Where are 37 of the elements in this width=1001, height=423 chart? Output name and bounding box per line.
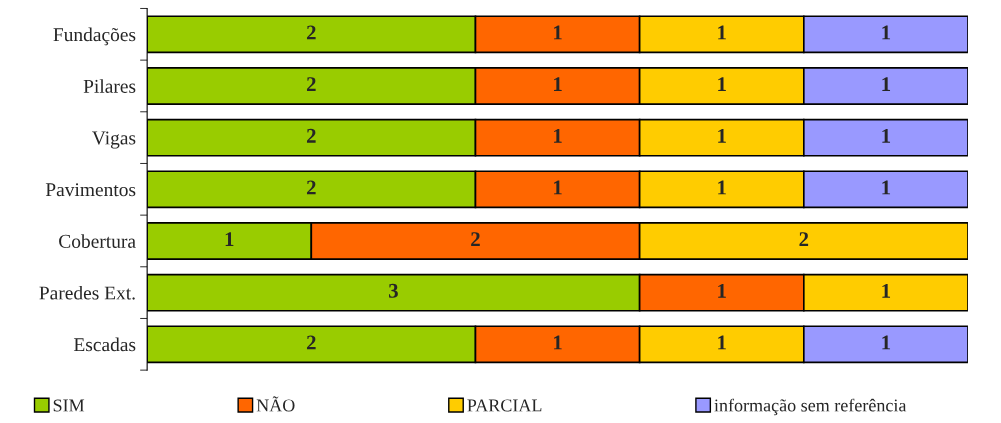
data-label: 1 (554, 128, 562, 143)
data-label: 1 (718, 25, 726, 40)
data-label: 2 (306, 25, 316, 40)
y-tick-label: Escadas (73, 337, 136, 352)
data-label: 1 (718, 283, 726, 298)
data-label: 1 (718, 128, 726, 143)
y-tick-label: Cobertura (59, 234, 136, 248)
y-tick-label: Pilares (83, 79, 136, 93)
data-label: 1 (882, 283, 891, 298)
y-tick-label: Pavimentos (45, 183, 136, 197)
data-label: 1 (882, 25, 891, 40)
data-label: 1 (882, 180, 891, 195)
data-label: 2 (471, 232, 480, 246)
data-label: 1 (554, 25, 562, 40)
data-label: 2 (306, 180, 316, 195)
data-label: 1 (718, 77, 726, 91)
data-label: 2 (306, 77, 316, 91)
data-label: 2 (306, 128, 316, 143)
legend-label: SIM (53, 399, 85, 412)
data-label: 1 (882, 335, 891, 350)
y-tick-label: Paredes Ext. (39, 285, 135, 300)
legend-label: informação sem referência (714, 398, 907, 416)
data-label: 3 (388, 283, 398, 298)
data-label: 1 (225, 232, 234, 246)
data-label: 1 (882, 128, 891, 143)
data-label: 1 (718, 335, 726, 350)
data-label: 2 (799, 232, 809, 246)
data-label: 1 (718, 180, 726, 195)
data-label: 1 (554, 180, 562, 195)
data-label: 2 (306, 335, 316, 350)
legend-label: PARCIAL (467, 399, 542, 412)
y-tick-label: Fundações (53, 27, 136, 46)
y-tick-label: Vigas (92, 131, 136, 149)
legend-label: NÃO (256, 396, 295, 412)
data-label: 1 (554, 335, 562, 350)
data-label: 1 (882, 77, 891, 91)
data-label: 1 (554, 77, 562, 91)
